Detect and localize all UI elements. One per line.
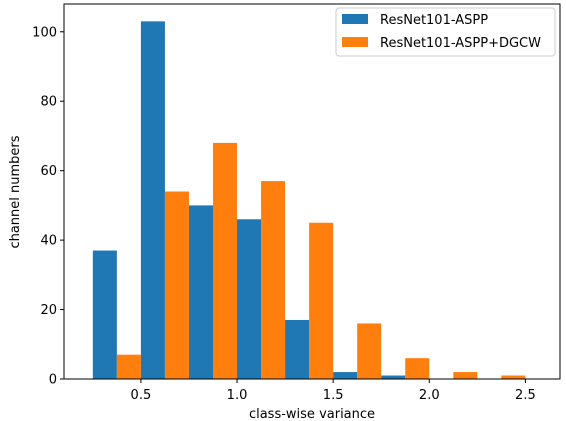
legend-swatch-series-1	[342, 37, 368, 47]
x-axis-title: class-wise variance	[249, 407, 375, 421]
bar-series-0-bin-1	[140, 21, 165, 380]
y-tick-label: 60	[40, 164, 57, 179]
bar-series-1-bin-7	[453, 372, 478, 379]
bar-series-1-bin-1	[164, 191, 189, 379]
y-tick-label: 0	[49, 373, 57, 388]
bar-series-0-bin-5	[333, 372, 358, 379]
x-tick-label: 1.0	[227, 388, 248, 403]
plot-frame	[63, 3, 561, 380]
bar-series-0-bin-2	[188, 205, 213, 379]
y-tick-label: 40	[40, 234, 57, 249]
x-tick-label: 1.5	[323, 388, 344, 403]
y-axis: 0 20 40 60 80 100	[32, 25, 64, 388]
bar-series-1-bin-8	[501, 375, 526, 379]
bar-series-1-bin-5	[357, 323, 382, 379]
legend-label-series-1: ResNet101-ASPP+DGCW	[380, 36, 541, 51]
bar-series-0-bin-0	[92, 250, 117, 379]
x-tick-label: 0.5	[131, 388, 152, 403]
bar-series-0-bin-6	[381, 375, 406, 379]
x-axis: 0.5 1.0 1.5 2.0 2.5	[131, 379, 536, 403]
bar-series-1-bin-4	[309, 222, 334, 379]
x-tick-label: 2.5	[515, 388, 536, 403]
legend: ResNet101-ASPP ResNet101-ASPP+DGCW	[335, 7, 556, 57]
bar-series-0-bin-4	[285, 319, 310, 379]
bar-series-0-bin-3	[237, 219, 262, 379]
y-tick-label: 80	[40, 95, 57, 110]
x-tick-label: 2.0	[419, 388, 440, 403]
bar-series-1-bin-3	[261, 181, 286, 379]
legend-swatch-series-0	[342, 14, 368, 24]
bars-layer	[92, 21, 526, 380]
legend-box	[335, 7, 556, 57]
y-tick-label: 100	[32, 25, 57, 40]
bar-series-1-bin-0	[116, 354, 141, 379]
y-axis-title: channel numbers	[8, 135, 23, 248]
y-tick-label: 20	[40, 303, 57, 318]
legend-label-series-0: ResNet101-ASPP	[380, 13, 488, 28]
bar-series-1-bin-6	[405, 358, 430, 379]
bar-series-1-bin-2	[212, 142, 238, 379]
